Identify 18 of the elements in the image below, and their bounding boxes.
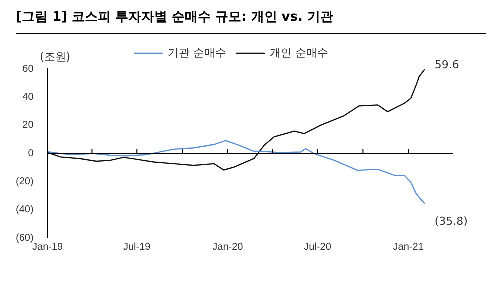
x-tick-label: Jan-20 [212,242,244,253]
annotation: 59.6 [434,58,460,72]
y-tick-label: 60 [22,64,34,75]
y-tick-label: (40) [16,204,34,216]
y-tick-label: (60) [16,232,34,244]
annotation: (35.8) [434,214,468,228]
y-tick-label: 20 [22,120,34,132]
x-tick-label: Jul-19 [123,242,152,253]
x-tick-label: Jan-21 [393,242,424,253]
y-tick-label: 0 [28,148,34,160]
x-tick-label: Jan-19 [32,242,64,253]
y-tick-label: (20) [16,176,34,188]
legend-label: 개인 순매수 [270,46,328,60]
x-tick-label: Jul-20 [304,242,332,253]
legend-label: 기관 순매수 [168,46,227,60]
y-tick-label: 40 [22,92,34,103]
chart-title: [그림 1] 코스피 투자자별 순매수 규모: 개인 vs. 기관 [16,8,486,34]
y-axis-title: (조원) [40,50,71,64]
